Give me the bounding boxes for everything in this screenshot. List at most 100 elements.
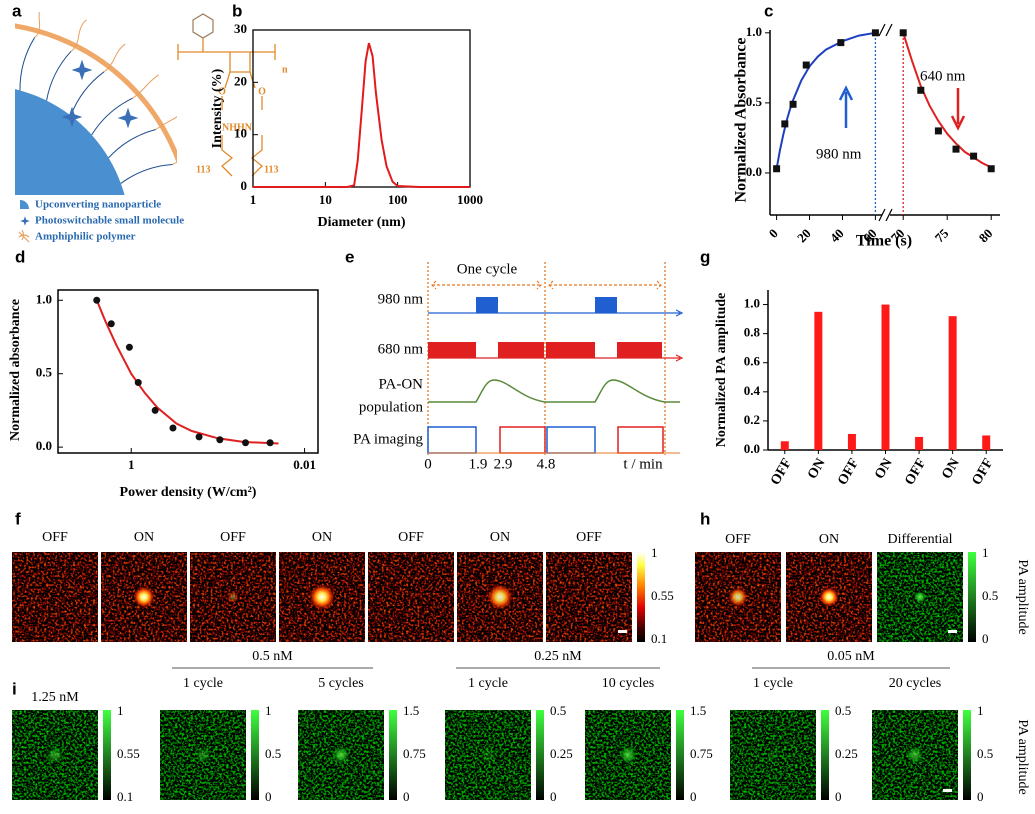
plot-frame <box>252 29 471 188</box>
row-label: 680 nm <box>378 341 424 357</box>
bar <box>881 304 890 450</box>
fit-line <box>902 32 992 169</box>
scale-bar <box>948 630 957 633</box>
chem-bond <box>221 96 263 177</box>
image-spot <box>479 746 497 764</box>
data-point <box>781 120 789 128</box>
image-spot <box>914 591 926 603</box>
row-label: PA imaging <box>353 431 423 447</box>
panel-letter: g <box>700 247 710 266</box>
x-tick-label: 20 <box>794 226 814 246</box>
pulse-980 <box>595 297 617 313</box>
row-label: 980 nm <box>378 291 424 307</box>
image-label: 1 cycle <box>183 676 223 691</box>
data-point <box>917 86 925 94</box>
cycle-arrow <box>431 280 662 290</box>
colorbar-tick-label: 0 <box>403 789 410 804</box>
panel-letter: h <box>700 509 710 528</box>
pa-image <box>872 710 958 800</box>
bar <box>780 441 789 450</box>
colorbar-tick-label: 0.5 <box>550 703 566 718</box>
y-axis-label: Intensity (%) <box>210 68 225 148</box>
cycle-label: One cycle <box>457 261 518 277</box>
bar <box>847 434 856 450</box>
chem-bond <box>177 38 276 89</box>
x-tick-label: 1 <box>250 192 257 207</box>
pa-image <box>457 552 543 642</box>
pa-image <box>730 710 816 800</box>
data-point <box>216 436 224 444</box>
benzene-ring <box>192 13 214 39</box>
annotation: 980 nm <box>816 146 862 162</box>
x-tick-label: 10 <box>319 192 332 207</box>
image-spot <box>332 746 350 764</box>
y-tick-label: 0.0 <box>746 164 762 179</box>
x-tick-label: OFF <box>835 456 862 488</box>
colorbar-tick-label: 0.5 <box>982 588 998 603</box>
image-label: OFF <box>42 530 68 545</box>
image-label: OFF <box>576 530 602 545</box>
data-point <box>134 379 142 387</box>
colorbar-tick-label: 0.55 <box>117 746 140 761</box>
legend-text: Amphiphilic polymer <box>35 231 136 243</box>
colorbar-tick-label: 1 <box>117 703 124 718</box>
time-tick-label: 0 <box>424 456 432 472</box>
scale-bar <box>943 789 952 792</box>
colorbar <box>103 710 111 800</box>
bar <box>948 316 957 450</box>
colorbar <box>676 710 684 800</box>
data-point <box>952 145 960 153</box>
imaging-window <box>546 426 596 454</box>
chem-label: n <box>282 64 288 75</box>
time-tick-label: 1.9 <box>469 456 488 472</box>
polymer-chain <box>120 164 173 184</box>
time-tick-label: 4.8 <box>537 456 556 472</box>
x-tick-label: 80 <box>976 226 996 246</box>
image-spot <box>227 591 239 603</box>
polymer-tail <box>182 197 217 203</box>
image-spot <box>819 587 839 607</box>
pulse-980 <box>476 297 498 313</box>
chem-label: 113 <box>196 164 210 175</box>
colorbar <box>251 710 259 800</box>
y-tick-label: 0.5 <box>36 365 53 380</box>
panel-letter: a <box>12 1 22 20</box>
pa-image <box>368 552 454 642</box>
photoswitch-molecule <box>71 59 93 81</box>
pa-image <box>160 710 246 800</box>
pa-image <box>585 710 671 800</box>
time-tick-label: 2.9 <box>494 456 513 472</box>
colorbar-tick-label: 0 <box>835 789 842 804</box>
data-point <box>773 165 781 173</box>
row-label: PA-ON <box>379 376 424 392</box>
x-tick-label: 0 <box>766 226 781 241</box>
time-unit: t / min <box>623 456 663 472</box>
image-label: 1 cycle <box>753 676 793 691</box>
colorbar-tick-label: 1.5 <box>690 703 706 718</box>
image-label: 20 cycles <box>889 676 941 691</box>
pa-image <box>279 552 365 642</box>
colorbar-tick-label: 1 <box>651 545 658 560</box>
colorbar-tick-label: 0.55 <box>651 588 674 603</box>
x-tick-label: 75 <box>932 225 952 245</box>
colorbar-tick-label: 0.1 <box>117 789 133 804</box>
legend-text: Upconverting nanoparticle <box>35 199 161 211</box>
y-tick-label: 0.2 <box>744 412 760 427</box>
pulse-680 <box>546 342 595 358</box>
legend-icon-polymer <box>18 229 30 243</box>
pa-image <box>445 710 531 800</box>
group-label: 1.25 nM <box>31 690 79 705</box>
x-tick-label: 1 <box>128 457 135 472</box>
panel-letter: b <box>232 1 242 20</box>
bar <box>982 435 991 450</box>
colorbar-title: PA amplitude <box>1015 719 1030 794</box>
arrow <box>838 85 854 128</box>
pa-image <box>546 552 632 642</box>
y-tick-label: 0.5 <box>746 94 763 109</box>
colorbar-tick-label: 0.5 <box>265 746 281 761</box>
polymer-chain <box>46 50 72 101</box>
colorbar-tick-label: 0 <box>982 631 989 646</box>
colorbar-tick-label: 0 <box>265 789 272 804</box>
pulse-680 <box>428 342 476 358</box>
